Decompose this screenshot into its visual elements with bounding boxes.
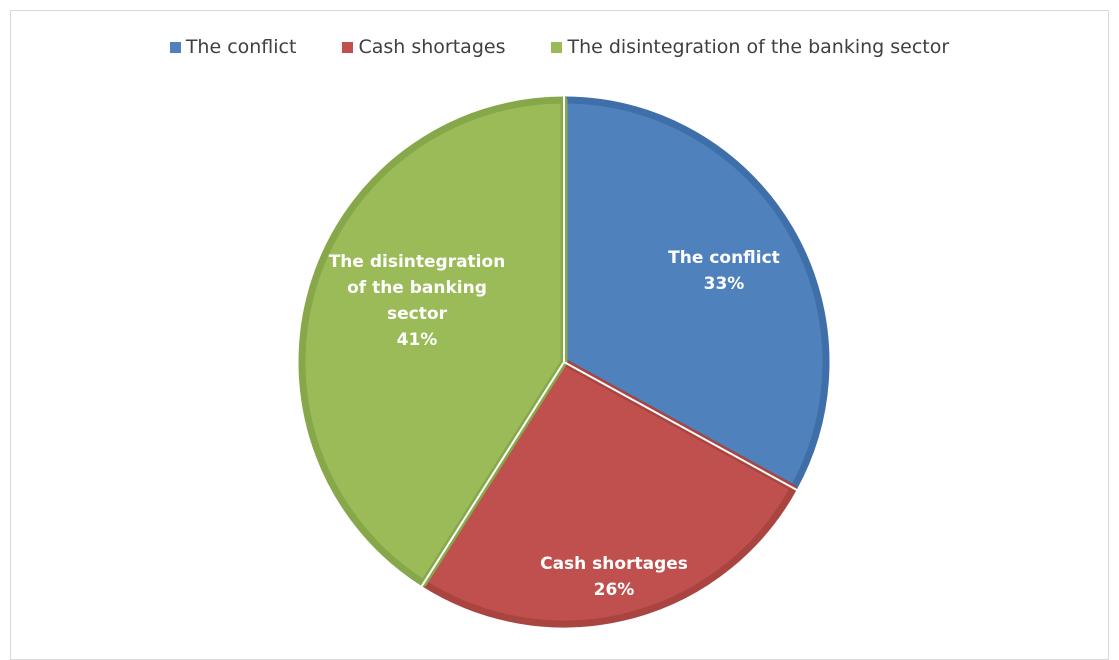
slice-separator: [420, 361, 565, 588]
data-label-the-conflict: The conflict 33%: [668, 248, 780, 294]
legend-item-banking-sector: The disintegration of the banking sector: [551, 36, 949, 58]
data-label-banking-sector: The disintegration of the banking sector 41…: [329, 252, 506, 350]
legend-label-cash-shortages: Cash shortages: [358, 36, 506, 58]
legend-swatch-the-conflict: [169, 41, 181, 53]
pie-slice-the-conflict: [560, 96, 830, 492]
legend-item-the-conflict: The conflict: [169, 36, 297, 58]
legend-label-banking-sector: The disintegration of the banking sector: [567, 36, 950, 58]
pie-slice-banking-sector: [298, 96, 568, 587]
slice-separator: [563, 361, 798, 492]
legend-swatch-banking-sector: [551, 41, 563, 53]
legend-swatch-cash-shortages: [342, 41, 354, 53]
chart-legend: The conflict Cash shortages The disinteg…: [0, 36, 1119, 58]
legend-label-the-conflict: The conflict: [185, 36, 297, 58]
data-label-cash-shortages: Cash shortages 26%: [540, 554, 688, 600]
legend-item-cash-shortages: Cash shortages: [342, 36, 505, 58]
pie-slice-cash-shortages: [420, 358, 798, 628]
